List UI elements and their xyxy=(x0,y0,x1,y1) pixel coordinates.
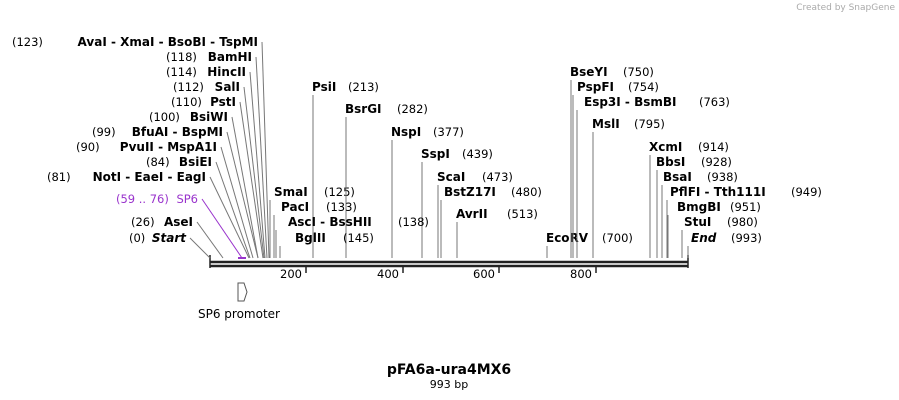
enzyme-name: StuI xyxy=(684,215,711,229)
promoter-arrow xyxy=(237,282,248,302)
leader-line xyxy=(231,116,259,259)
enzyme-name: BamHI xyxy=(208,50,252,64)
enzyme-name: AvaI - XmaI - BsoBI - TspMI xyxy=(78,35,258,49)
ruler-label: 600 xyxy=(473,267,495,281)
enzyme-name: AscI - BssHII xyxy=(288,215,372,229)
site-position: (81) xyxy=(47,170,71,184)
leader-line xyxy=(189,237,211,259)
site-position: (123) xyxy=(12,35,43,49)
site-position: (59 .. 76) xyxy=(116,192,169,206)
enzyme-name: PstI xyxy=(210,95,236,109)
site-position: (480) xyxy=(511,185,542,199)
site-position: (282) xyxy=(397,102,428,116)
enzyme-name: PacI xyxy=(281,200,309,214)
site-position: (795) xyxy=(634,117,665,131)
site-position: (100) xyxy=(149,110,180,124)
site-position: (114) xyxy=(166,65,197,79)
enzyme-name: NotI - EaeI - EagI xyxy=(93,170,206,184)
enzyme-name: MslI xyxy=(592,117,620,131)
ruler-label: 400 xyxy=(377,267,399,281)
leader-line xyxy=(243,86,265,259)
site-position: (928) xyxy=(701,155,732,169)
leader-line xyxy=(239,101,264,259)
site-position: (914) xyxy=(698,140,729,154)
site-position: (118) xyxy=(166,50,197,64)
enzyme-name: BsaI xyxy=(663,170,692,184)
site-position: (439) xyxy=(462,147,493,161)
enzyme-name: End xyxy=(691,231,717,245)
site-position: (980) xyxy=(727,215,758,229)
enzyme-name: BsiWI xyxy=(190,110,228,124)
site-position: (0) xyxy=(129,231,145,245)
enzyme-name: BstZ17I xyxy=(444,185,496,199)
leader-line xyxy=(249,71,266,259)
enzyme-name: BfuAI - BspMI xyxy=(132,125,223,139)
enzyme-name: BseYI xyxy=(570,65,608,79)
leader-line xyxy=(226,131,259,259)
site-position: (145) xyxy=(343,231,374,245)
enzyme-name: BsrGI xyxy=(345,102,382,116)
enzyme-name: Start xyxy=(152,231,187,245)
enzyme-name: AseI xyxy=(164,215,193,229)
site-position: (26) xyxy=(131,215,155,229)
leader-line xyxy=(196,221,224,259)
enzyme-name: AvrII xyxy=(456,207,488,221)
leader-line xyxy=(220,146,254,259)
enzyme-name: SmaI xyxy=(274,185,308,199)
enzyme-name: SspI xyxy=(421,147,450,161)
site-position: (750) xyxy=(623,65,654,79)
leader-line xyxy=(201,198,243,259)
enzyme-name: BmgBI xyxy=(677,200,721,214)
enzyme-name: EcoRV xyxy=(546,231,589,245)
enzyme-name: PvuII - MspA1I xyxy=(120,140,217,154)
site-position: (377) xyxy=(433,125,464,139)
enzyme-name: PspFI xyxy=(577,80,614,94)
site-position: (133) xyxy=(326,200,357,214)
site-position: (112) xyxy=(173,80,204,94)
map-title: pFA6a-ura4MX6 xyxy=(387,362,511,378)
enzyme-name: ScaI xyxy=(437,170,465,184)
site-position: (754) xyxy=(628,80,659,94)
site-position: (938) xyxy=(707,170,738,184)
enzyme-name: BglII xyxy=(295,231,326,245)
leader-line xyxy=(255,56,268,259)
site-position: (763) xyxy=(699,95,730,109)
site-position: (949) xyxy=(791,185,822,199)
map-subtitle: 993 bp xyxy=(430,378,468,391)
site-position: (993) xyxy=(731,231,762,245)
site-position: (473) xyxy=(482,170,513,184)
enzyme-name: NspI xyxy=(391,125,421,139)
site-position: (138) xyxy=(398,215,429,229)
feature-name: SP6 xyxy=(176,192,198,206)
site-position: (110) xyxy=(171,95,202,109)
ruler-label: 800 xyxy=(570,267,592,281)
leader-line xyxy=(261,41,270,259)
site-position: (99) xyxy=(92,125,116,139)
enzyme-name: Esp3I - BsmBI xyxy=(584,95,676,109)
site-position: (125) xyxy=(324,185,355,199)
enzyme-name: BbsI xyxy=(656,155,685,169)
site-position: (700) xyxy=(602,231,633,245)
leader-line xyxy=(215,161,251,259)
enzyme-name: PflFI - Tth111I xyxy=(670,185,766,199)
enzyme-name: BsiEI xyxy=(179,155,212,169)
ruler-label: 200 xyxy=(280,267,302,281)
site-position: (84) xyxy=(146,155,170,169)
enzyme-name: HincII xyxy=(207,65,246,79)
site-position: (513) xyxy=(507,207,538,221)
site-position: (90) xyxy=(76,140,100,154)
enzyme-name: XcmI xyxy=(649,140,682,154)
enzyme-name: PsiI xyxy=(312,80,336,94)
leader-line xyxy=(209,176,250,259)
site-position: (951) xyxy=(730,200,761,214)
site-position: (213) xyxy=(348,80,379,94)
watermark: Created by SnapGene xyxy=(796,3,895,13)
enzyme-name: SalI xyxy=(215,80,240,94)
feature-label: SP6 promoter xyxy=(198,307,280,321)
